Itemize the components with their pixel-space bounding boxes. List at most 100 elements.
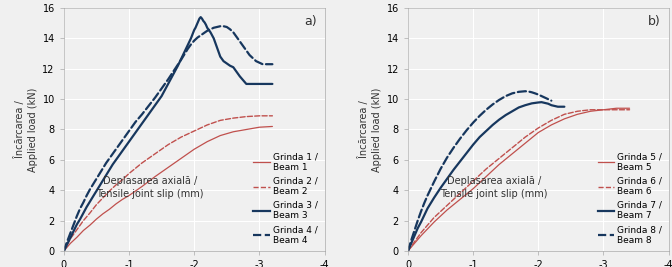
Line: Grinda 6 /
Beam 6: Grinda 6 / Beam 6 <box>408 110 630 251</box>
Grinda 7 /
Beam 7 <box>528 102 536 105</box>
Grinda 7 /
Beam 7 <box>411 234 419 237</box>
Grinda 4 /
Beam 4 <box>99 167 107 170</box>
Grinda 7 /
Beam 7 <box>538 101 546 104</box>
Grinda 5 /
Beam 5 <box>508 152 516 155</box>
Grinda 8 /
Beam 8 <box>437 167 445 171</box>
Grinda 6 /
Beam 6 <box>417 231 425 234</box>
Grinda 1 /
Beam 1 <box>118 198 126 201</box>
Grinda 5 /
Beam 5 <box>599 108 607 111</box>
Grinda 2 /
Beam 2 <box>86 211 94 215</box>
Grinda 1 /
Beam 1 <box>112 202 120 206</box>
Grinda 3 /
Beam 3 <box>73 223 81 226</box>
Grinda 8 /
Beam 8 <box>430 180 438 183</box>
Grinda 7 /
Beam 7 <box>430 196 438 199</box>
Grinda 2 /
Beam 2 <box>106 189 114 193</box>
Grinda 7 /
Beam 7 <box>482 129 490 133</box>
Text: a): a) <box>304 15 317 28</box>
Grinda 2 /
Beam 2 <box>63 243 71 246</box>
Grinda 8 /
Beam 8 <box>495 98 503 101</box>
Legend: Grinda 1 /
Beam 1, Grinda 2 /
Beam 2, Grinda 3 /
Beam 3, Grinda 4 /
Beam 4: Grinda 1 / Beam 1, Grinda 2 / Beam 2, Gr… <box>252 150 320 246</box>
Grinda 1 /
Beam 1 <box>73 236 81 239</box>
Grinda 7 /
Beam 7 <box>423 207 431 210</box>
Grinda 8 /
Beam 8 <box>417 210 425 213</box>
Grinda 3 /
Beam 3 <box>122 145 130 148</box>
Grinda 6 /
Beam 6 <box>599 108 607 111</box>
Text: Deplasarea axială /
Tensile joint slip (mm): Deplasarea axială / Tensile joint slip (… <box>440 176 548 199</box>
Grinda 6 /
Beam 6 <box>612 108 620 111</box>
Grinda 6 /
Beam 6 <box>456 192 464 195</box>
Grinda 4 /
Beam 4 <box>222 25 230 29</box>
Grinda 8 /
Beam 8 <box>427 187 435 190</box>
Grinda 5 /
Beam 5 <box>587 110 595 113</box>
Grinda 1 /
Beam 1 <box>190 148 198 151</box>
Grinda 7 /
Beam 7 <box>495 118 503 121</box>
Grinda 6 /
Beam 6 <box>626 108 634 111</box>
Grinda 2 /
Beam 2 <box>60 249 68 253</box>
Grinda 1 /
Beam 1 <box>229 130 237 134</box>
Grinda 1 /
Beam 1 <box>67 242 75 245</box>
Grinda 7 /
Beam 7 <box>414 227 422 230</box>
Grinda 3 /
Beam 3 <box>109 163 117 166</box>
Grinda 2 /
Beam 2 <box>151 152 159 155</box>
Legend: Grinda 5 /
Beam 5, Grinda 6 /
Beam 6, Grinda 7 /
Beam 7, Grinda 8 /
Beam 8: Grinda 5 / Beam 5, Grinda 6 / Beam 6, Gr… <box>596 150 664 246</box>
Grinda 1 /
Beam 1 <box>203 140 211 143</box>
Grinda 2 /
Beam 2 <box>203 123 211 127</box>
Grinda 5 /
Beam 5 <box>495 163 503 166</box>
Grinda 5 /
Beam 5 <box>560 117 569 120</box>
Grinda 5 /
Beam 5 <box>626 107 634 110</box>
Text: b): b) <box>648 15 661 28</box>
Grinda 8 /
Beam 8 <box>544 97 552 101</box>
Grinda 1 /
Beam 1 <box>138 185 146 188</box>
Grinda 2 /
Beam 2 <box>243 115 251 118</box>
Grinda 1 /
Beam 1 <box>86 223 94 227</box>
Grinda 4 /
Beam 4 <box>243 49 251 52</box>
Grinda 8 /
Beam 8 <box>404 249 412 253</box>
Grinda 1 /
Beam 1 <box>177 157 185 160</box>
Grinda 2 /
Beam 2 <box>125 172 133 175</box>
Grinda 7 /
Beam 7 <box>462 151 470 155</box>
Grinda 7 /
Beam 7 <box>489 123 497 127</box>
Grinda 5 /
Beam 5 <box>456 198 464 201</box>
Grinda 7 /
Beam 7 <box>541 101 549 104</box>
Grinda 6 /
Beam 6 <box>547 119 555 122</box>
Grinda 8 /
Beam 8 <box>482 108 490 111</box>
Grinda 6 /
Beam 6 <box>430 216 438 219</box>
Grinda 1 /
Beam 1 <box>106 208 114 211</box>
Grinda 5 /
Beam 5 <box>417 234 425 237</box>
Grinda 4 /
Beam 4 <box>262 62 270 66</box>
Grinda 6 /
Beam 6 <box>534 126 542 129</box>
Grinda 2 /
Beam 2 <box>73 228 81 231</box>
Y-axis label: Încărcarea /
Applied load (kN): Încărcarea / Applied load (kN) <box>14 87 38 172</box>
Grinda 8 /
Beam 8 <box>521 90 530 93</box>
Grinda 1 /
Beam 1 <box>255 125 263 129</box>
Line: Grinda 8 /
Beam 8: Grinda 8 / Beam 8 <box>408 91 551 251</box>
Grinda 5 /
Beam 5 <box>547 123 555 127</box>
Grinda 1 /
Beam 1 <box>99 212 107 215</box>
Grinda 7 /
Beam 7 <box>443 177 451 180</box>
Grinda 5 /
Beam 5 <box>411 242 419 245</box>
Grinda 6 /
Beam 6 <box>443 204 451 207</box>
Text: Deplasarea axială /
Tensile joint slip (mm): Deplasarea axială / Tensile joint slip (… <box>96 176 204 199</box>
Grinda 5 /
Beam 5 <box>521 142 530 145</box>
Grinda 1 /
Beam 1 <box>92 218 100 221</box>
Grinda 5 /
Beam 5 <box>443 208 451 211</box>
Grinda 3 /
Beam 3 <box>148 108 156 111</box>
Grinda 8 /
Beam 8 <box>528 91 536 94</box>
Grinda 2 /
Beam 2 <box>229 116 237 120</box>
Grinda 2 /
Beam 2 <box>99 196 107 199</box>
Grinda 7 /
Beam 7 <box>450 168 458 171</box>
Grinda 7 /
Beam 7 <box>521 104 530 107</box>
Grinda 3 /
Beam 3 <box>268 82 276 85</box>
Line: Grinda 4 /
Beam 4: Grinda 4 / Beam 4 <box>64 26 272 251</box>
Grinda 7 /
Beam 7 <box>534 101 542 104</box>
Grinda 8 /
Beam 8 <box>538 95 546 98</box>
Grinda 1 /
Beam 1 <box>151 175 159 178</box>
Grinda 8 /
Beam 8 <box>476 114 484 117</box>
Grinda 7 /
Beam 7 <box>469 143 477 146</box>
Grinda 4 /
Beam 4 <box>60 249 68 253</box>
Grinda 5 /
Beam 5 <box>482 175 490 178</box>
Grinda 7 /
Beam 7 <box>437 186 445 190</box>
Grinda 1 /
Beam 1 <box>164 166 172 169</box>
Grinda 7 /
Beam 7 <box>560 105 569 108</box>
Grinda 1 /
Beam 1 <box>243 128 251 131</box>
